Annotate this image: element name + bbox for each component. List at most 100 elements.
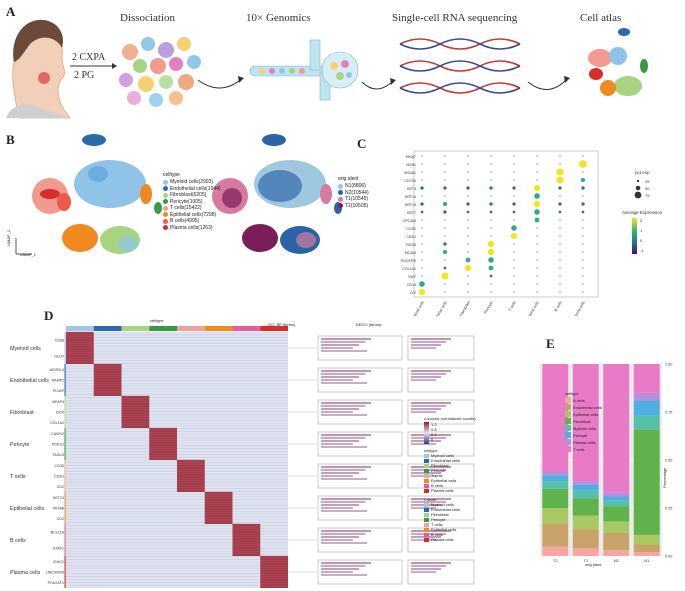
orig-legend: orig.ident N1(8806) N2(10544) T1(10545) T2(… <box>338 176 369 209</box>
heatmap-row-band <box>64 492 66 524</box>
stackbar-segment <box>633 552 660 556</box>
dotplot-celltype-label: T cells <box>508 300 517 312</box>
dotplot-dot <box>513 243 515 245</box>
heatmap-gene-label: MFAP4 <box>52 400 64 404</box>
dotplot-dot <box>488 265 494 271</box>
orig-legend-item: T2(10505) <box>338 203 369 210</box>
dotplot-dot <box>536 235 538 237</box>
panel-label-c: C <box>357 136 367 151</box>
dotplot-dot <box>559 267 561 269</box>
celltype-legend-item: B cells(4995) <box>163 218 221 225</box>
dotplot-gene-label: MZB1 <box>406 163 416 167</box>
dotplot-dot <box>582 275 584 277</box>
dotplot-dot <box>582 155 584 157</box>
dotplot-dot <box>536 155 538 157</box>
umap-x-label: UMAP_1 <box>20 252 37 257</box>
heatmap-gene-label: GLUY <box>54 355 64 359</box>
dotplot-dot <box>559 219 561 221</box>
dotplot-dot <box>513 283 515 285</box>
dotplot-dot <box>487 248 495 256</box>
heatmap-celltype-legend-item: Epithelial cells <box>424 478 476 483</box>
dotplot-dot <box>582 259 584 261</box>
dotplot-dot <box>513 259 515 261</box>
heatmap-column-band <box>232 326 261 331</box>
orig-legend-item: N1(8806) <box>338 183 369 190</box>
stackbar-legend-item: Plasma cells <box>565 439 602 445</box>
heatmap-cluster-legend-swatch <box>424 502 429 507</box>
step-10x: 10× Genomics <box>246 12 311 24</box>
heatmap-gene-label: PLVAP <box>53 389 65 393</box>
dotplot: MKI67 MZB1 MS4A1 CD79A KRT5 KRT14 KRT19 KRT7 EPC… <box>401 150 663 316</box>
heatmap-cluster-legend-label: Epithelial cells <box>431 527 457 532</box>
orig-legend-swatch <box>338 196 343 202</box>
dotplot-dot <box>558 202 562 206</box>
heatmap-celltype-legend-item: Pericyte <box>424 468 476 473</box>
heatmap-cluster-legend-item: Myeloid cells <box>424 502 476 507</box>
dotplot-dot <box>582 195 584 197</box>
dotplot-dot <box>536 163 538 165</box>
heatmap-gene-label: ADGRL4 <box>50 368 64 372</box>
avg-legend-tick: 0 <box>640 238 643 243</box>
stackbar-segment <box>633 400 660 416</box>
orig-legend-item: T1(10545) <box>338 196 369 203</box>
celltype-legend-label: T cells(15422) <box>170 205 202 211</box>
dotplot-dot <box>559 163 561 165</box>
heatmap-gene-label: PAX8B <box>53 507 65 511</box>
dotplot-gene-label: KRT19 <box>405 203 416 207</box>
stackbar-segment <box>603 364 630 493</box>
heatmap-gene-label: IGHG1 <box>53 560 64 564</box>
dotplot-dot <box>579 160 587 168</box>
heatmap-celltype-legend-item: Plasma cells <box>424 488 476 493</box>
heatmap-gene-label: CD3G <box>54 475 64 479</box>
dotplot-dot <box>441 272 449 280</box>
stackbar-legend-swatch <box>565 397 571 403</box>
workflow-illustration <box>6 19 648 119</box>
pct-legend-title: pct.exp <box>635 170 650 175</box>
dotplot-gene-label: RGS5 <box>406 243 416 247</box>
celltype-legend-item: Endothelial cells(1944) <box>163 186 221 193</box>
heatmap-column-band <box>149 326 177 331</box>
celltype-legend-item: T cells(15422) <box>163 205 221 212</box>
dotplot-dot <box>536 259 538 261</box>
dotplot-dot <box>465 257 471 263</box>
dotplot-dot <box>490 235 492 237</box>
umap-y-label: UMAP_2 <box>6 229 11 246</box>
heatmap-celltype-legend-swatch <box>424 483 429 488</box>
dotplot-dot <box>466 210 470 214</box>
dotplot-dot <box>466 202 470 206</box>
heatmap-gene-label: POU2AF1 <box>48 581 64 585</box>
dotplot-gene-label: KRT5 <box>407 187 416 191</box>
dotplot-dot <box>467 227 469 229</box>
go-title: GO_BP (terms) <box>268 322 296 327</box>
heatmap-row-band <box>64 332 66 364</box>
dotplot-dot <box>467 171 469 173</box>
zscore-tick: 0 <box>431 437 434 442</box>
heatmap-gene-label: LINC00926 <box>46 571 64 575</box>
umap-orig <box>212 134 342 254</box>
pct-legend-dot <box>636 179 640 183</box>
heatmap-celltype-legend-label: T cells <box>431 473 443 478</box>
celltype-legend-item: Plasma cells(1263) <box>163 225 221 232</box>
heatmap-celltype-legend-swatch <box>424 468 429 473</box>
dotplot-dot <box>421 267 423 269</box>
dotplot-gene-label: VWF <box>408 275 417 279</box>
orig-legend-swatch <box>338 183 343 189</box>
heatmap-row-label: Plasma cells <box>10 570 41 576</box>
dotplot-dot <box>487 240 495 248</box>
stackbar-legend-swatch <box>565 432 571 438</box>
dotplot-dot <box>558 210 562 214</box>
dotplot-dot <box>490 171 492 173</box>
dotplot-dot <box>581 186 585 190</box>
dotplot-dot <box>467 275 469 277</box>
dotplot-dot <box>582 227 584 229</box>
dotplot-dot <box>421 219 423 221</box>
heatmap-row-label: T cells <box>10 474 26 480</box>
dotplot-dot <box>559 227 561 229</box>
dotplot-gene-label: CD14 <box>407 283 416 287</box>
dotplot-celltype-label: Epithelial cells <box>524 300 540 316</box>
heatmap-column-band <box>177 326 205 331</box>
step-atlas: Cell atlas <box>580 12 622 24</box>
dotplot-dot <box>582 235 584 237</box>
dotplot-dot <box>442 201 448 207</box>
stackbar-segment <box>542 364 569 472</box>
